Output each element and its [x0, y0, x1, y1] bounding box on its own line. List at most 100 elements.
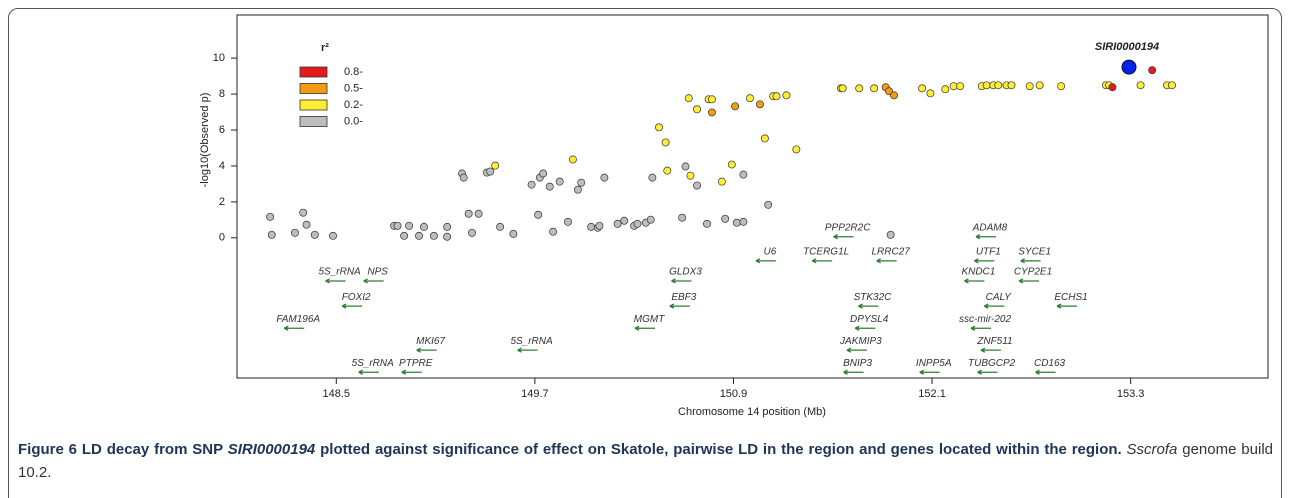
plot-box: [236, 14, 1269, 379]
gene-marker: [341, 303, 363, 309]
gene-label: FAM196A: [276, 314, 320, 325]
point: [926, 89, 935, 98]
caption-species: Sscrofa: [1126, 441, 1178, 458]
x-tick-label: 153.3: [1117, 388, 1145, 400]
gene-label: NPS: [367, 267, 388, 278]
point: [949, 82, 958, 91]
point: [577, 178, 586, 187]
gene-label: MGMT: [634, 314, 665, 325]
point: [764, 200, 773, 209]
gene-label: U6: [763, 246, 776, 257]
lead-snp: [1121, 59, 1137, 75]
point: [527, 180, 536, 189]
gene-label: TCERG1L: [803, 246, 849, 257]
point: [415, 231, 423, 240]
caption-text: LD decay from SNP: [81, 441, 228, 458]
y-axis-label: -log10(Observed p): [199, 93, 211, 188]
gene-marker: [970, 325, 992, 331]
point: [400, 231, 409, 240]
point: [731, 102, 740, 111]
point: [1168, 81, 1176, 90]
point: [600, 173, 609, 182]
gene-marker: [975, 234, 996, 240]
gene-marker: [517, 347, 538, 353]
y-tick-label: 6: [219, 124, 225, 136]
point: [663, 166, 672, 175]
point: [956, 82, 965, 91]
point: [1025, 82, 1034, 91]
point: [693, 105, 702, 114]
point: [633, 219, 642, 228]
point: [661, 138, 670, 147]
point: [792, 145, 801, 154]
point: [310, 230, 319, 239]
gene-marker: [363, 278, 384, 284]
caption-text: plotted against significance of effect o…: [315, 441, 1122, 458]
gene-label: PTPRE: [399, 358, 433, 369]
point: [746, 94, 754, 103]
gene-marker: [833, 234, 854, 240]
point: [941, 85, 950, 94]
gene-marker: [755, 258, 776, 264]
gene-label: 5S_rRNA: [352, 358, 395, 369]
x-tick-label: 152.1: [918, 388, 946, 400]
point: [545, 182, 554, 191]
point: [1035, 81, 1044, 90]
gene-marker: [846, 347, 867, 353]
point: [302, 220, 311, 229]
gene-marker: [977, 369, 998, 375]
legend-swatch: [299, 116, 328, 127]
legend-title: r²: [321, 42, 329, 54]
gene-label: SYCE1: [1018, 246, 1051, 257]
gene-label: ZNF511: [976, 336, 1012, 347]
gene-label: 5S_rRNA: [510, 336, 553, 347]
point: [760, 134, 769, 143]
gene-marker: [811, 258, 833, 264]
gene-marker: [401, 369, 422, 375]
point: [717, 177, 726, 186]
gene-marker: [974, 258, 995, 264]
point: [587, 222, 596, 231]
figure-frame: [8, 8, 1282, 498]
gene-marker: [325, 278, 346, 284]
point: [994, 81, 1003, 90]
point: [727, 160, 736, 169]
lead-snp-label: SIRI0000194: [1095, 41, 1159, 53]
gene-label: TUBGCP2: [968, 358, 1016, 369]
point: [474, 209, 483, 218]
chart: Chromosome 14 position (Mb) -log10(Obser…: [199, 14, 1269, 418]
point: [555, 177, 564, 186]
point: [486, 167, 495, 176]
gene-label: UTF1: [976, 246, 1001, 257]
point: [684, 94, 693, 103]
point: [329, 231, 337, 240]
gene-label: FOXI2: [342, 292, 371, 303]
gene-label: ssc-mir-202: [959, 314, 1011, 325]
x-tick-label: 150.9: [720, 388, 748, 400]
point: [568, 155, 577, 164]
gene-label: MKI67: [416, 336, 445, 347]
point: [739, 170, 748, 179]
point: [491, 161, 500, 170]
point: [266, 212, 275, 221]
gene-marker: [964, 278, 985, 284]
point: [708, 95, 716, 104]
point: [290, 228, 299, 237]
gene-label: EBF3: [671, 292, 696, 303]
gene-label: ADAM8: [972, 222, 1008, 233]
caption-note: genome build 10.2.: [18, 441, 1273, 481]
legend-swatch: [299, 99, 328, 111]
point: [1136, 81, 1145, 90]
point: [732, 218, 741, 227]
gene-marker: [854, 325, 876, 331]
gene-label: ECHS1: [1054, 292, 1087, 303]
point: [890, 91, 898, 100]
gene-label: PPP2R2C: [825, 222, 871, 233]
gene-marker: [416, 347, 437, 353]
legend-label: 0.8-: [344, 66, 363, 78]
gene-label: DPYSL4: [850, 314, 889, 325]
point: [620, 216, 629, 225]
gene-label: GLDX3: [669, 267, 702, 278]
caption-label: Figure 6: [18, 441, 78, 458]
